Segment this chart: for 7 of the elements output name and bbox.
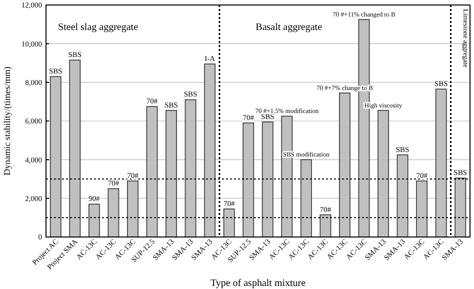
x-axis-title: Type of asphalt mixture xyxy=(210,278,306,289)
bar xyxy=(320,214,332,238)
bar xyxy=(88,204,100,238)
y-axis-title: Dynamic stability/(times/mm) xyxy=(2,66,12,176)
bar xyxy=(223,208,235,238)
annotation: Steel slag aggregate xyxy=(58,22,139,33)
annotation: Basalt aggregate xyxy=(256,22,323,33)
